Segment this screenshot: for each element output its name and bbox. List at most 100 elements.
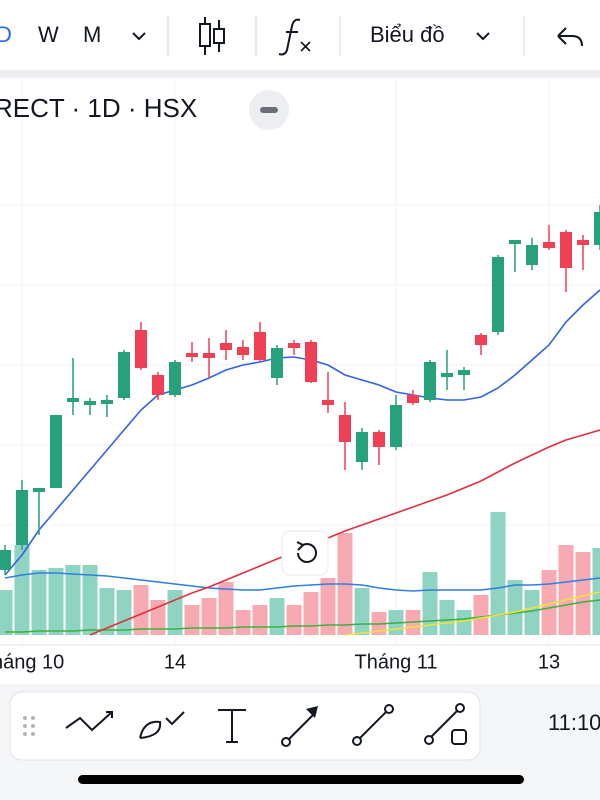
candle-body	[441, 373, 453, 377]
timeframe-day[interactable]: D	[0, 22, 12, 47]
candle-body	[594, 212, 600, 245]
volume-bar	[65, 565, 81, 635]
candle-body	[322, 400, 334, 405]
symbol-legend: RECT · 1D · HSX	[0, 93, 197, 123]
candle-body	[118, 352, 130, 398]
clock: 11:10	[548, 710, 600, 735]
brush-tool[interactable]	[139, 711, 185, 739]
drawing-toolbar	[9, 691, 481, 761]
volume-bar	[269, 598, 285, 635]
volume-bar	[422, 572, 438, 635]
candle-body	[305, 342, 317, 382]
candle-body	[577, 240, 589, 245]
candle-body	[50, 415, 62, 488]
ray-tool[interactable]	[429, 709, 459, 739]
candle-type-icon[interactable]	[199, 17, 225, 55]
candle-body	[424, 362, 436, 400]
volume-bar	[218, 582, 234, 635]
volume-bar	[48, 568, 64, 635]
volume-bar	[541, 570, 557, 635]
x-tick-label: 13	[538, 651, 560, 673]
timeframe-month[interactable]: M	[83, 22, 101, 47]
candle-body	[84, 401, 96, 405]
volume-bar	[507, 580, 523, 635]
volume-bar	[524, 590, 540, 635]
line-anchor	[352, 736, 362, 746]
x-tick-label: Tháng 11	[354, 651, 437, 673]
volume-bar	[575, 552, 591, 635]
volume-bar	[473, 595, 489, 635]
toolbar-divider	[0, 70, 600, 78]
time-axis: Tháng 10 14 Tháng 11 13	[0, 651, 560, 673]
reset-chart-button[interactable]	[281, 530, 329, 576]
volume-bar	[303, 592, 319, 635]
candle-body	[492, 257, 504, 332]
horizontal-grid	[0, 204, 600, 526]
candle-body	[67, 398, 79, 402]
candle-body	[135, 330, 147, 368]
drawing-toolbar-panel	[9, 691, 481, 761]
drag-handle[interactable]	[23, 716, 35, 736]
x-tick-label: 14	[164, 651, 186, 673]
line-tool[interactable]	[357, 709, 389, 741]
candle-body	[0, 550, 11, 570]
candle-body	[543, 242, 555, 248]
candle-body	[390, 405, 402, 447]
candle-body	[475, 335, 487, 345]
volume-bar	[286, 605, 302, 635]
volume-bar	[184, 605, 200, 635]
x-tick-label: Tháng 10	[0, 651, 64, 673]
candle-body	[101, 400, 113, 404]
volume-bar	[456, 610, 472, 635]
volume-bar	[490, 512, 506, 635]
volume-bar	[592, 548, 600, 635]
volume-bar	[252, 605, 268, 635]
arrow-tool[interactable]	[285, 711, 317, 743]
candle-body	[509, 240, 521, 244]
candle-body	[186, 353, 198, 357]
candle-body	[526, 245, 538, 265]
volume-bar	[235, 610, 251, 635]
top-toolbar: D W M Biểu đồ	[0, 16, 583, 56]
candle-body	[203, 353, 215, 358]
line-anchor	[384, 704, 394, 714]
timeframe-dropdown[interactable]	[132, 32, 146, 41]
chart-type-dropdown[interactable]	[476, 32, 490, 41]
candle-body	[458, 370, 470, 375]
home-indicator	[78, 775, 524, 784]
volume-bar	[201, 598, 217, 635]
plot-area	[0, 80, 600, 645]
volume-bar	[116, 590, 132, 635]
candle-body	[237, 347, 249, 355]
volume-bar	[31, 570, 47, 635]
indicator-line	[89, 429, 600, 636]
candle-body	[373, 432, 385, 447]
volume-bar	[99, 588, 115, 635]
candle-body	[254, 332, 266, 360]
candle-body	[220, 343, 232, 350]
undo-button[interactable]	[557, 27, 583, 47]
chart-type-button[interactable]: Biểu đồ	[370, 22, 445, 47]
indicator-line	[4, 289, 600, 576]
volume-bar	[320, 578, 336, 635]
arrow-head	[306, 706, 318, 718]
candle-body	[407, 395, 419, 403]
volume-bar	[82, 565, 98, 635]
ray-anchor	[455, 703, 465, 713]
ray-anchor	[424, 735, 434, 745]
candle-body	[339, 415, 351, 442]
candle-body	[288, 343, 300, 348]
trend-tool[interactable]	[65, 711, 113, 732]
volume-bar	[14, 545, 30, 635]
indicators-icon[interactable]	[278, 18, 311, 56]
volume-bar	[558, 545, 574, 635]
candle-body	[271, 348, 283, 378]
candle-body	[560, 232, 572, 268]
volume-bar	[0, 590, 13, 635]
text-tool[interactable]	[218, 709, 246, 743]
ray-box	[451, 729, 467, 745]
candle-body	[356, 432, 368, 462]
timeframe-week[interactable]: W	[38, 22, 59, 47]
collapse-icon	[260, 107, 278, 113]
volume-bar	[133, 585, 149, 635]
